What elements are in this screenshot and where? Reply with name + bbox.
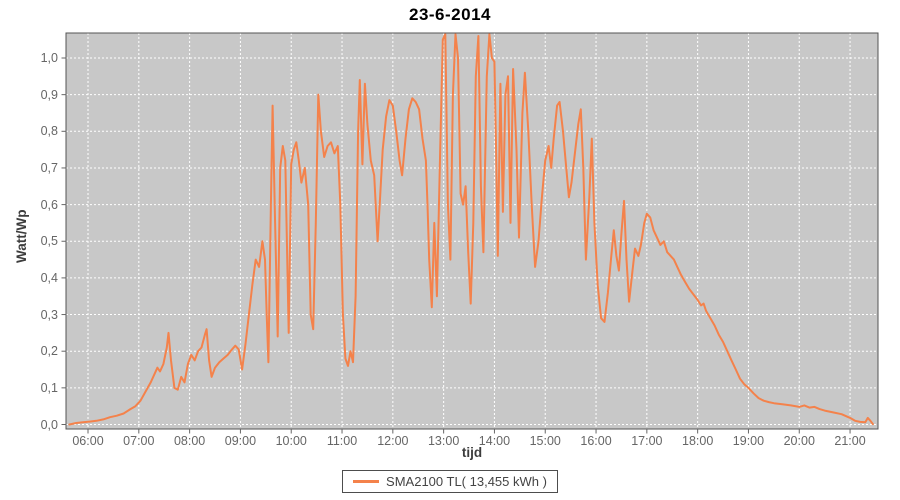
x-tick-label: 15:00 xyxy=(529,434,561,448)
x-tick-label: 06:00 xyxy=(72,434,104,448)
plot-border xyxy=(65,32,879,430)
legend-box: SMA2100 TL( 13,455 kWh ) xyxy=(342,470,558,493)
x-tick-label: 20:00 xyxy=(783,434,815,448)
x-tick-label: 09:00 xyxy=(224,434,257,448)
y-tick-label: 0,8 xyxy=(40,124,58,139)
x-tick-label: 18:00 xyxy=(682,434,714,448)
chart-title: 23-6-2014 xyxy=(408,5,491,24)
legend-series-label: SMA2100 TL( 13,455 kWh ) xyxy=(386,474,547,489)
y-tick-label: 0,5 xyxy=(40,234,58,249)
x-tick-label: 16:00 xyxy=(580,434,612,448)
y-axis-title: Watt/Wp xyxy=(14,209,29,263)
y-tick-label: 0,6 xyxy=(40,197,58,212)
y-tick-label: 0,0 xyxy=(40,417,58,432)
x-tick-label: 08:00 xyxy=(173,434,206,448)
x-tick-label: 21:00 xyxy=(834,434,866,448)
x-tick-label: 13:00 xyxy=(427,434,460,448)
x-tick-label: 12:00 xyxy=(377,434,409,448)
y-tick-label: 0,7 xyxy=(40,160,58,175)
series-line xyxy=(68,33,874,426)
y-tick-label: 0,3 xyxy=(40,307,58,322)
x-tick-label: 11:00 xyxy=(326,434,358,448)
x-tick-label: 10:00 xyxy=(275,434,307,448)
plot-background xyxy=(66,33,878,429)
x-axis-title: tijd xyxy=(461,445,483,460)
y-tick-label: 0,1 xyxy=(40,380,58,395)
y-tick-label: 1,0 xyxy=(40,51,58,65)
legend-line-swatch xyxy=(353,480,380,483)
legend: SMA2100 TL( 13,455 kWh ) xyxy=(0,470,900,493)
y-tick-label: 0,9 xyxy=(40,87,58,102)
x-tick-label: 19:00 xyxy=(732,434,765,448)
y-tick-label: 0,2 xyxy=(40,344,58,359)
x-tick-label: 07:00 xyxy=(123,434,155,448)
x-tick-label: 17:00 xyxy=(631,434,663,448)
y-tick-label: 0,4 xyxy=(40,270,58,285)
x-tick-label: 14:00 xyxy=(478,434,511,448)
